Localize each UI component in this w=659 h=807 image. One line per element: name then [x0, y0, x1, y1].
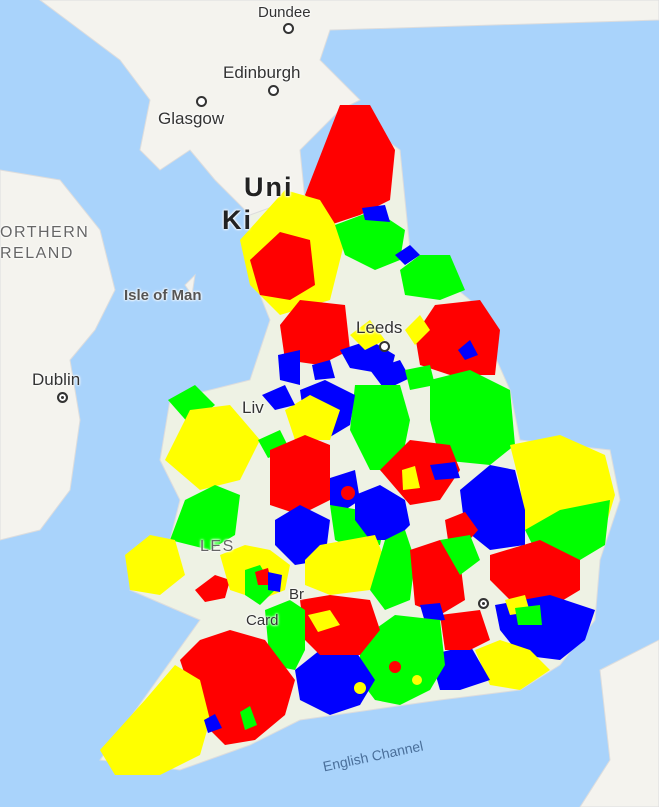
region[interactable] [400, 255, 465, 300]
label-united-kingdom-line1: Uni [244, 172, 294, 202]
region[interactable] [262, 385, 295, 410]
label-bristol: Br [289, 586, 304, 603]
region[interactable] [268, 572, 282, 592]
label-leeds: Leeds [356, 318, 403, 337]
region[interactable] [265, 600, 305, 670]
label-northern-ireland-line2: RELAND [0, 245, 74, 262]
region[interactable] [370, 530, 415, 610]
region[interactable] [240, 706, 257, 730]
label-dublin: Dublin [32, 370, 81, 389]
region[interactable] [280, 300, 350, 365]
region[interactable] [389, 661, 401, 673]
region[interactable] [305, 105, 395, 225]
region[interactable] [350, 320, 385, 350]
label-liverpool: Liv [242, 398, 264, 417]
region[interactable] [350, 385, 410, 470]
region[interactable] [255, 568, 272, 585]
label-northern-ireland-line1: ORTHERN [0, 224, 90, 241]
label-isle-of-man: Isle of Man [124, 287, 202, 304]
label-edinburgh: Edinburgh [223, 63, 301, 82]
region[interactable] [341, 486, 355, 500]
region[interactable] [405, 315, 430, 345]
region[interactable] [295, 650, 375, 715]
land-france [579, 639, 659, 807]
region[interactable] [168, 385, 215, 425]
region[interactable] [405, 365, 435, 390]
region[interactable] [420, 603, 445, 622]
region[interactable] [100, 665, 210, 775]
region[interactable] [515, 605, 542, 625]
land-ireland [0, 169, 116, 541]
city-dot-glasgow [196, 96, 207, 107]
region[interactable] [270, 435, 330, 515]
region[interactable] [250, 232, 315, 300]
region[interactable] [305, 535, 385, 595]
label-wales: LES [200, 538, 235, 555]
city-dot-dundee [283, 23, 294, 34]
region[interactable] [412, 675, 422, 685]
region[interactable] [490, 540, 580, 605]
region[interactable] [362, 205, 390, 222]
city-dot-london [478, 598, 489, 609]
region[interactable] [440, 610, 490, 650]
region[interactable] [370, 360, 410, 390]
region[interactable] [430, 370, 515, 465]
region[interactable] [402, 466, 420, 490]
region[interactable] [125, 535, 185, 595]
region[interactable] [165, 405, 260, 490]
region[interactable] [430, 645, 490, 690]
region[interactable] [312, 360, 335, 380]
regions-layer [100, 105, 615, 775]
region[interactable] [440, 535, 480, 575]
label-glasgow: Glasgow [158, 109, 225, 128]
label-united-kingdom-line2: Ki [222, 205, 253, 235]
region[interactable] [285, 395, 340, 440]
label-dundee: Dundee [258, 4, 311, 21]
region[interactable] [458, 340, 478, 360]
region[interactable] [355, 485, 410, 540]
region[interactable] [430, 462, 460, 480]
region[interactable] [395, 245, 420, 265]
region[interactable] [278, 350, 300, 385]
region[interactable] [475, 640, 550, 690]
region[interactable] [415, 300, 500, 375]
label-cardiff: Card [246, 612, 279, 629]
city-dot-dublin [57, 392, 68, 403]
region[interactable] [308, 610, 340, 632]
region[interactable] [335, 210, 405, 270]
region[interactable] [354, 682, 366, 694]
region[interactable] [170, 485, 240, 550]
city-dot-leeds [379, 341, 390, 352]
city-dot-edinburgh [268, 85, 279, 96]
region[interactable] [380, 440, 460, 505]
land-isle-of-man [184, 273, 196, 297]
region[interactable] [204, 714, 222, 733]
region[interactable] [195, 575, 230, 602]
region[interactable] [360, 615, 445, 705]
